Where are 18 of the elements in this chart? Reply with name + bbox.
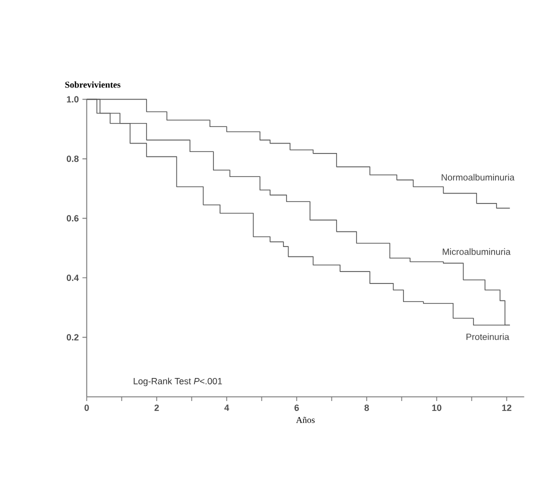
x-tick-label: 4: [224, 404, 230, 411]
x-tick-label: 10: [432, 404, 442, 411]
y-axis-title: Sobrevivientes: [65, 81, 120, 88]
x-tick-label: 12: [502, 404, 512, 411]
series-label: Microalbuminuria: [442, 248, 511, 255]
x-tick-label: 8: [364, 404, 369, 411]
x-tick-label: 6: [294, 404, 299, 411]
y-tick-label: 0.8: [66, 156, 79, 162]
annotation: Log-Rank Test P<.001: [134, 378, 222, 386]
y-tick-label: 0.4: [66, 274, 79, 281]
y-tick-label: 0.6: [66, 215, 79, 222]
x-tick-label: 2: [154, 404, 159, 411]
x-axis-title: Años: [296, 416, 315, 423]
y-tick-label: 1.0: [66, 96, 79, 102]
series-label: Proteinuria: [466, 333, 510, 340]
y-tick-label: 0.2: [66, 334, 79, 340]
x-tick-label: 0: [84, 404, 89, 411]
series-label: Normoalbuminuria: [442, 174, 515, 181]
